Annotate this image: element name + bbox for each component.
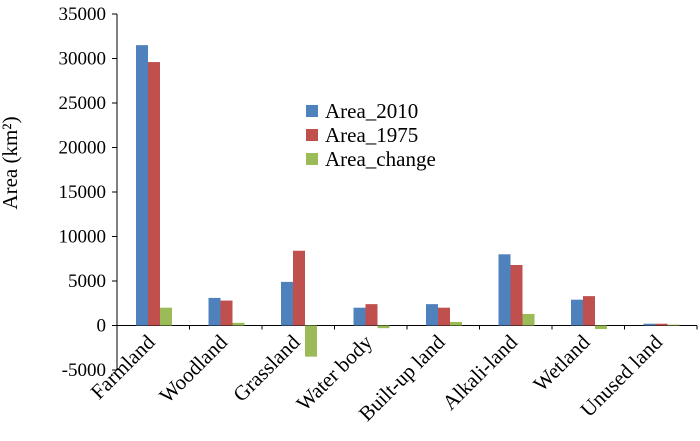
bar-area-1975 (148, 62, 160, 326)
bar-area-change (522, 313, 535, 326)
y-tick-label: 35000 (59, 4, 107, 25)
x-category-label: Grassland (228, 330, 305, 407)
bar-area-1975 (293, 250, 305, 326)
legend-swatch (306, 105, 318, 117)
legend-swatch (306, 153, 318, 165)
legend-label: Area_2010 (325, 99, 418, 123)
y-tick-label: 30000 (59, 49, 107, 70)
y-tick-label: 20000 (59, 138, 107, 159)
bar-area-change (450, 321, 462, 326)
y-tick-label: -5000 (62, 360, 106, 381)
bar-area-change (377, 325, 390, 329)
bar-area-1975 (365, 304, 378, 326)
y-tick-label: 5000 (68, 271, 106, 292)
bar-area-change (595, 325, 607, 330)
bar-area-2010 (208, 297, 221, 326)
legend-swatch (306, 129, 318, 141)
bars (136, 45, 680, 357)
x-category-label: Alkali-land (437, 330, 522, 415)
bar-area-change (160, 307, 172, 326)
bar-area-2010 (498, 254, 511, 326)
y-tick-label: 25000 (59, 93, 107, 114)
bar-area-2010 (281, 281, 293, 326)
bar-area-2010 (353, 307, 366, 326)
bar-area-1975 (655, 323, 668, 326)
y-tick-label: 10000 (59, 227, 107, 248)
bar-area-2010 (571, 299, 583, 326)
legend-label: Area_1975 (325, 123, 418, 147)
bar-area-change (667, 324, 680, 326)
bar-area-2010 (426, 304, 438, 326)
bar-area-1975 (510, 264, 523, 326)
bar-area-1975 (220, 300, 233, 326)
legend-label: Area_change (325, 147, 436, 171)
y-axis-label: Area (km²) (0, 116, 22, 209)
axes (116, 14, 698, 370)
bar-area-change (305, 325, 317, 357)
bar-area-change (232, 322, 245, 326)
bar-area-1975 (583, 296, 595, 326)
bar-area-2010 (136, 45, 148, 326)
bar-area-1975 (438, 307, 450, 326)
bar-area-2010 (643, 323, 656, 326)
y-tick-label: 0 (97, 316, 107, 337)
x-category-label: Wetland (528, 330, 594, 396)
y-tick-labels: -5000 0 5000 10000 15000 20000 25000 30000 35000 (59, 4, 117, 381)
y-tick-label: 15000 (59, 182, 107, 203)
x-category-label: Woodland (154, 330, 232, 408)
